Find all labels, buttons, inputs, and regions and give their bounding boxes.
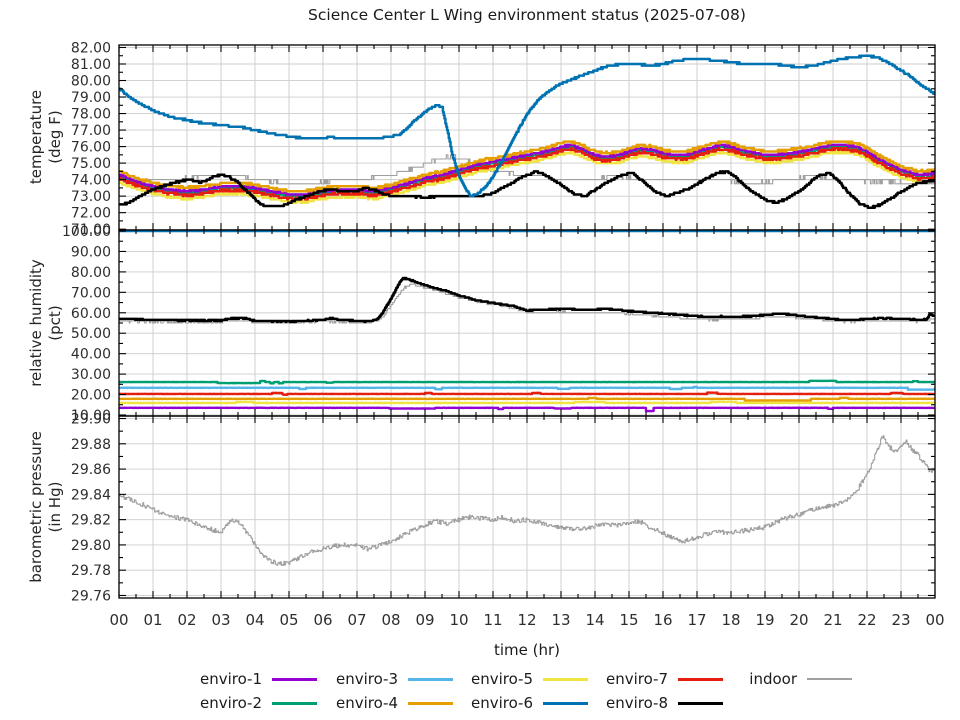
- y-tick-label: 29.88: [71, 437, 111, 453]
- y-tick-label: 79.00: [71, 90, 111, 106]
- x-tick-label: 01: [143, 611, 162, 629]
- x-tick-label: 15: [619, 611, 638, 629]
- x-tick-label: 03: [211, 611, 230, 629]
- x-tick-label: 23: [891, 611, 910, 629]
- series-enviro-8-temperature: [119, 170, 935, 209]
- series-enviro-1-temperature: [119, 143, 935, 196]
- y-tick-label: 76.00: [71, 140, 111, 156]
- y-tick-label: 29.84: [71, 487, 111, 503]
- x-tick-label: 07: [347, 611, 366, 629]
- y-tick-label: 80.00: [71, 265, 111, 281]
- x-tick-label: 05: [279, 611, 298, 629]
- series-enviro-7-humidity: [119, 391, 935, 396]
- y-tick-label: 29.78: [71, 563, 111, 579]
- x-tick-label: 14: [585, 611, 604, 629]
- series-enviro-3-humidity: [119, 385, 935, 391]
- x-tick-label: 08: [381, 611, 400, 629]
- y-tick-label: 30.00: [71, 367, 111, 383]
- y-tick-label: 29.76: [71, 588, 111, 604]
- x-tick-label: 00: [109, 611, 128, 629]
- series-indoor-pressure: [119, 435, 935, 566]
- y-tick-label: 71.00: [71, 222, 111, 238]
- ticks-humidity: [118, 230, 936, 416]
- y-tick-label: 80.00: [71, 74, 111, 90]
- y-tick-labels-pressure: 29.76 29.78 29.80 29.82 29.84 29.86 29.88 29.90: [71, 412, 111, 605]
- y-tick-label: 74.00: [71, 173, 111, 189]
- y-tick-label: 77.00: [71, 123, 111, 139]
- y-tick-label: 70.00: [71, 285, 111, 301]
- y-tick-label: 73.00: [71, 189, 111, 205]
- x-tick-label: 11: [483, 611, 502, 629]
- y-tick-label: 29.90: [71, 412, 111, 428]
- y-tick-label: 29.82: [71, 513, 111, 529]
- x-tick-labels: 00 01 02 03 04 05 06 07 08 09 10 11 12 13 14 15 16 17 18 19…: [109, 611, 944, 629]
- chart-title: Science Center L Wing environment status…: [308, 6, 746, 24]
- time-axis-label: time (hr): [493, 641, 561, 659]
- x-tick-label: 12: [517, 611, 536, 629]
- series-enviro-6-temperature: [119, 54, 935, 198]
- x-tick-label: 19: [755, 611, 774, 629]
- series-enviro-1-humidity: [119, 406, 935, 413]
- y-tick-label: 78.00: [71, 107, 111, 123]
- y-tick-label: 10.00: [71, 408, 111, 424]
- series-enviro-2-humidity: [119, 379, 935, 385]
- series-group-pressure: [119, 435, 935, 566]
- panel-temperature: 71.0072.0073.0074.0075.0076.0077.0078.00…: [71, 40, 936, 238]
- x-tick-label: 00: [925, 611, 944, 629]
- x-tick-label: 16: [653, 611, 672, 629]
- x-tick-label: 18: [721, 611, 740, 629]
- y-tick-label: 40.00: [71, 347, 111, 363]
- y-tick-label: 100.00: [62, 224, 111, 240]
- series-enviro-4-temperature: [119, 140, 935, 193]
- y-tick-label: 60.00: [71, 306, 111, 322]
- x-tick-label: 22: [857, 611, 876, 629]
- x-tick-label: 02: [177, 611, 196, 629]
- y-tick-labels-humidity: 10.00 20.00 30.00 40.00 50.00 60.00 70.00 80.00…: [62, 224, 111, 424]
- y-tick-label: 75.00: [71, 156, 111, 172]
- y-tick-label: 29.86: [71, 462, 111, 478]
- series-group-temperature: [119, 54, 935, 209]
- y-tick-label: 90.00: [71, 244, 111, 260]
- y-tick-label: 50.00: [71, 326, 111, 342]
- grid-pressure: [119, 416, 935, 598]
- series-group-humidity: [119, 230, 935, 413]
- y-tick-label: 72.00: [71, 206, 111, 222]
- y-tick-label: 20.00: [71, 388, 111, 404]
- y-tick-label: 81.00: [71, 57, 111, 73]
- panel-humidity: 10.00 20.00 30.00 40.00 50.00 60.00 70.00 80.00…: [62, 224, 936, 424]
- series-enviro-4-humidity: [119, 396, 935, 402]
- x-tick-label: 09: [415, 611, 434, 629]
- x-tick-label: 13: [551, 611, 570, 629]
- grid-temperature: [119, 45, 935, 230]
- x-tick-label: 17: [687, 611, 706, 629]
- y-tick-labels-temperature: 71.0072.0073.0074.0075.0076.0077.0078.00…: [71, 40, 111, 238]
- series-enviro-5-humidity: [119, 400, 935, 405]
- y-tick-label: 82.00: [71, 40, 111, 56]
- x-tick-label: 21: [823, 611, 842, 629]
- y-tick-label: 29.80: [71, 538, 111, 554]
- series-enviro-8-humidity: [119, 276, 935, 324]
- panel-pressure: 29.76 29.78 29.80 29.82 29.84 29.86 29.88 29.90: [71, 412, 936, 605]
- x-tick-label: 04: [245, 611, 264, 629]
- x-tick-label: 10: [449, 611, 468, 629]
- x-tick-label: 20: [789, 611, 808, 629]
- x-tick-label: 06: [313, 611, 332, 629]
